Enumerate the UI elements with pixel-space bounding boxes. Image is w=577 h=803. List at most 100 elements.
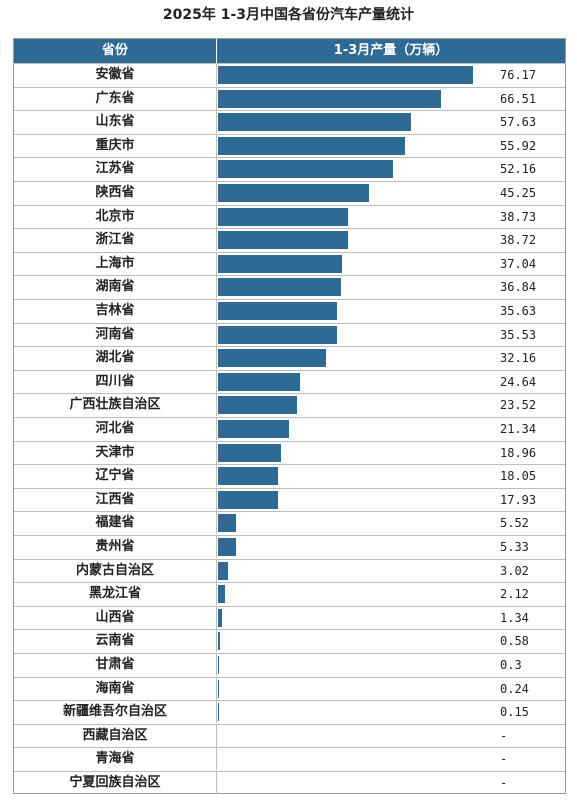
- table-header: 省份 1-3月产量（万辆）: [14, 39, 565, 63]
- production-value: -: [500, 728, 508, 743]
- table-row: 湖北省 32.16: [14, 346, 565, 370]
- production-value: 17.93: [500, 492, 537, 507]
- province-label: 河南省: [14, 323, 217, 346]
- table-row: 江苏省 52.16: [14, 157, 565, 181]
- table-row: 新疆维吾尔自治区 0.15: [14, 700, 565, 724]
- province-label: 广西壮族自治区: [14, 394, 217, 417]
- table-row: 浙江省 38.72: [14, 228, 565, 252]
- province-label: 黑龙江省: [14, 583, 217, 606]
- province-label: 重庆市: [14, 134, 217, 157]
- table-row: 贵州省 5.33: [14, 535, 565, 559]
- province-label: 辽宁省: [14, 465, 217, 488]
- table-row: 西藏自治区 -: [14, 723, 565, 748]
- production-value: 38.73: [500, 209, 537, 224]
- production-value: 32.16: [500, 351, 537, 366]
- production-value: 52.16: [500, 162, 537, 177]
- table-row: 吉林省 35.63: [14, 299, 565, 323]
- province-label: 河北省: [14, 418, 217, 440]
- production-value: 18.05: [500, 469, 537, 484]
- table-row: 安徽省 76.17: [14, 63, 565, 87]
- province-label: 陕西省: [14, 182, 217, 204]
- production-value: 37.04: [500, 256, 537, 271]
- production-bar: [218, 136, 406, 155]
- table-row: 北京市 38.73: [14, 204, 565, 229]
- table-row: 宁夏回族自治区 -: [14, 771, 565, 795]
- production-value: 0.15: [500, 705, 529, 720]
- province-label: 天津市: [14, 441, 217, 464]
- table-row: 上海市 37.04: [14, 251, 565, 276]
- production-bar: [218, 514, 237, 533]
- province-label: 内蒙古自治区: [14, 559, 217, 582]
- province-label: 吉林省: [14, 300, 217, 322]
- province-label: 江苏省: [14, 158, 217, 181]
- province-label: 湖北省: [14, 347, 217, 370]
- table-row: 福建省 5.52: [14, 511, 565, 535]
- production-value: 23.52: [500, 398, 537, 413]
- production-bar: [218, 396, 297, 415]
- province-label: 甘肃省: [14, 654, 217, 676]
- production-value: 5.33: [500, 540, 529, 554]
- production-bar: [218, 538, 236, 556]
- production-value: 24.64: [500, 374, 537, 389]
- production-value: 35.53: [500, 327, 537, 342]
- province-label: 西藏自治区: [14, 724, 217, 747]
- table-row: 黑龙江省 2.12: [14, 582, 565, 606]
- production-bar: [218, 420, 290, 438]
- province-label: 江西省: [14, 488, 217, 511]
- province-label: 四川省: [14, 370, 217, 393]
- table-row: 陕西省 45.25: [14, 181, 565, 205]
- production-value: 45.25: [500, 186, 537, 200]
- table-row: 湖南省 36.84: [14, 275, 565, 299]
- production-bar: [218, 608, 223, 627]
- chart-title: 2025年 1-3月中国各省份汽车产量统计: [162, 7, 415, 23]
- data-table: 省份 1-3月产量（万辆） 安徽省 76.17 广东省 66.51 山东省 57.63 重庆…: [13, 38, 566, 794]
- province-label: 贵州省: [14, 536, 217, 558]
- production-bar: [218, 679, 219, 698]
- province-label: 浙江省: [14, 229, 217, 252]
- production-value: 76.17: [500, 68, 537, 82]
- production-value: 66.51: [500, 91, 537, 106]
- table-row: 云南省 0.58: [14, 629, 565, 653]
- production-bar: [218, 632, 220, 651]
- province-label: 宁夏回族自治区: [14, 772, 217, 794]
- production-value: 3.02: [500, 563, 529, 578]
- province-label: 海南省: [14, 677, 217, 700]
- production-value: 2.12: [500, 587, 529, 602]
- province-label: 上海市: [14, 252, 217, 275]
- table-row: 重庆市 55.92: [14, 133, 565, 158]
- production-value: 1.34: [500, 610, 529, 625]
- production-bar: [218, 113, 411, 132]
- province-label: 福建省: [14, 512, 217, 535]
- production-value: 55.92: [500, 138, 537, 153]
- production-bar: [218, 160, 393, 179]
- table-row: 江西省 17.93: [14, 487, 565, 512]
- province-label: 云南省: [14, 630, 217, 653]
- production-bar: [218, 207, 348, 226]
- production-bar: [218, 278, 342, 297]
- production-bar: [218, 561, 229, 580]
- province-label: 山东省: [14, 111, 217, 134]
- table-row: 四川省 24.64: [14, 369, 565, 394]
- production-value: 0.24: [500, 681, 529, 696]
- production-bar: [218, 66, 473, 84]
- header-province: 省份: [14, 39, 217, 63]
- table-row: 山西省 1.34: [14, 605, 565, 630]
- province-label: 湖南省: [14, 276, 217, 299]
- production-bar: [218, 490, 279, 509]
- production-bar: [218, 89, 441, 108]
- table-row: 广东省 66.51: [14, 86, 565, 111]
- production-bar: [218, 372, 301, 391]
- table-row: 甘肃省 0.3: [14, 653, 565, 677]
- production-bar: [218, 467, 279, 486]
- table-row: 河北省 21.34: [14, 417, 565, 441]
- table-row: 辽宁省 18.05: [14, 464, 565, 488]
- header-production: 1-3月产量（万辆）: [333, 43, 449, 58]
- production-bar: [218, 254, 342, 273]
- table-row: 青海省 -: [14, 747, 565, 771]
- table-row: 内蒙古自治区 3.02: [14, 558, 565, 583]
- province-label: 山西省: [14, 606, 217, 629]
- table-row: 广西壮族自治区 23.52: [14, 393, 565, 417]
- production-value: 0.58: [500, 634, 529, 649]
- production-value: 5.52: [500, 516, 529, 531]
- production-value: 35.63: [500, 304, 537, 318]
